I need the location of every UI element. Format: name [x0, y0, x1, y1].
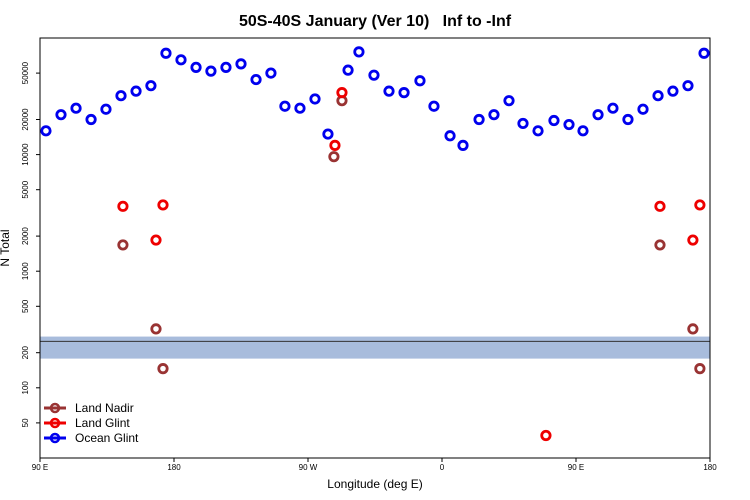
point	[322, 128, 334, 140]
point	[175, 54, 187, 66]
y-tick-label: 2000	[21, 227, 30, 245]
point	[55, 109, 67, 121]
x-tick-label: 0	[440, 463, 445, 472]
legend-label: Land Nadir	[75, 401, 134, 415]
x-axis-label: Longitude (deg E)	[327, 477, 422, 491]
point	[100, 103, 112, 115]
point	[250, 73, 262, 86]
point	[517, 117, 529, 130]
point	[698, 47, 710, 59]
point	[157, 199, 169, 211]
point	[40, 125, 52, 137]
y-axis-label: N Total	[0, 229, 12, 266]
point	[592, 109, 604, 121]
x-tick-label: 90 E	[568, 463, 584, 472]
y-tick-label: 20000	[21, 108, 30, 131]
point	[532, 125, 544, 137]
x-tick-label: 90 W	[299, 463, 318, 472]
legend-marker	[49, 417, 61, 429]
y-tick-label: 200	[21, 345, 30, 359]
point	[70, 102, 82, 114]
point	[368, 69, 380, 81]
point	[150, 234, 162, 246]
point	[652, 90, 664, 102]
chart-title: 50S-40S January (Ver 10) Inf to -Inf	[239, 13, 512, 30]
y-tick-label: 1000	[21, 262, 30, 280]
point	[577, 125, 589, 137]
point	[607, 102, 619, 114]
point	[667, 85, 679, 97]
point	[654, 200, 666, 212]
point	[115, 90, 127, 102]
point	[342, 64, 354, 76]
point	[328, 151, 340, 163]
point	[654, 239, 666, 251]
x-tick-label: 180	[167, 463, 181, 472]
point	[398, 87, 410, 99]
point	[622, 113, 634, 126]
point	[548, 114, 560, 127]
point	[130, 85, 142, 97]
point	[540, 429, 552, 442]
point	[329, 139, 341, 151]
point	[336, 87, 348, 99]
legend-label: Land Glint	[75, 416, 130, 430]
point	[117, 239, 129, 251]
point	[220, 61, 232, 73]
y-tick-label: 5000	[21, 180, 30, 198]
point	[694, 199, 706, 211]
point	[309, 93, 321, 105]
y-tick-label: 50	[21, 418, 30, 427]
legend-marker	[49, 432, 61, 444]
point	[383, 85, 395, 97]
point	[117, 200, 129, 212]
x-tick-label: 180	[703, 463, 717, 472]
plot-frame	[39, 37, 711, 459]
point	[637, 103, 649, 115]
point	[428, 100, 440, 112]
band	[40, 336, 710, 359]
y-tick-label: 100	[21, 381, 30, 395]
point	[353, 46, 365, 58]
point	[444, 130, 456, 142]
y-tick-label: 10000	[21, 143, 30, 166]
point	[563, 118, 575, 131]
point	[145, 80, 157, 92]
point	[85, 113, 97, 126]
point	[157, 363, 169, 375]
y-tick-label: 50000	[21, 61, 30, 84]
point	[279, 100, 291, 112]
point	[488, 109, 500, 121]
point	[694, 363, 706, 375]
point	[265, 67, 277, 79]
legend-marker	[49, 402, 61, 414]
point	[682, 80, 694, 92]
point	[414, 75, 426, 87]
point	[235, 58, 247, 70]
y-tick-label: 500	[21, 299, 30, 313]
point	[687, 234, 699, 246]
point	[294, 102, 306, 114]
point	[473, 113, 485, 126]
x-tick-label: 90 E	[32, 463, 48, 472]
point	[190, 61, 202, 73]
point	[687, 323, 699, 335]
point	[150, 323, 162, 335]
legend-label: Ocean Glint	[75, 431, 139, 445]
point	[457, 139, 469, 151]
point	[503, 95, 515, 107]
point	[160, 47, 172, 59]
point	[205, 65, 217, 77]
